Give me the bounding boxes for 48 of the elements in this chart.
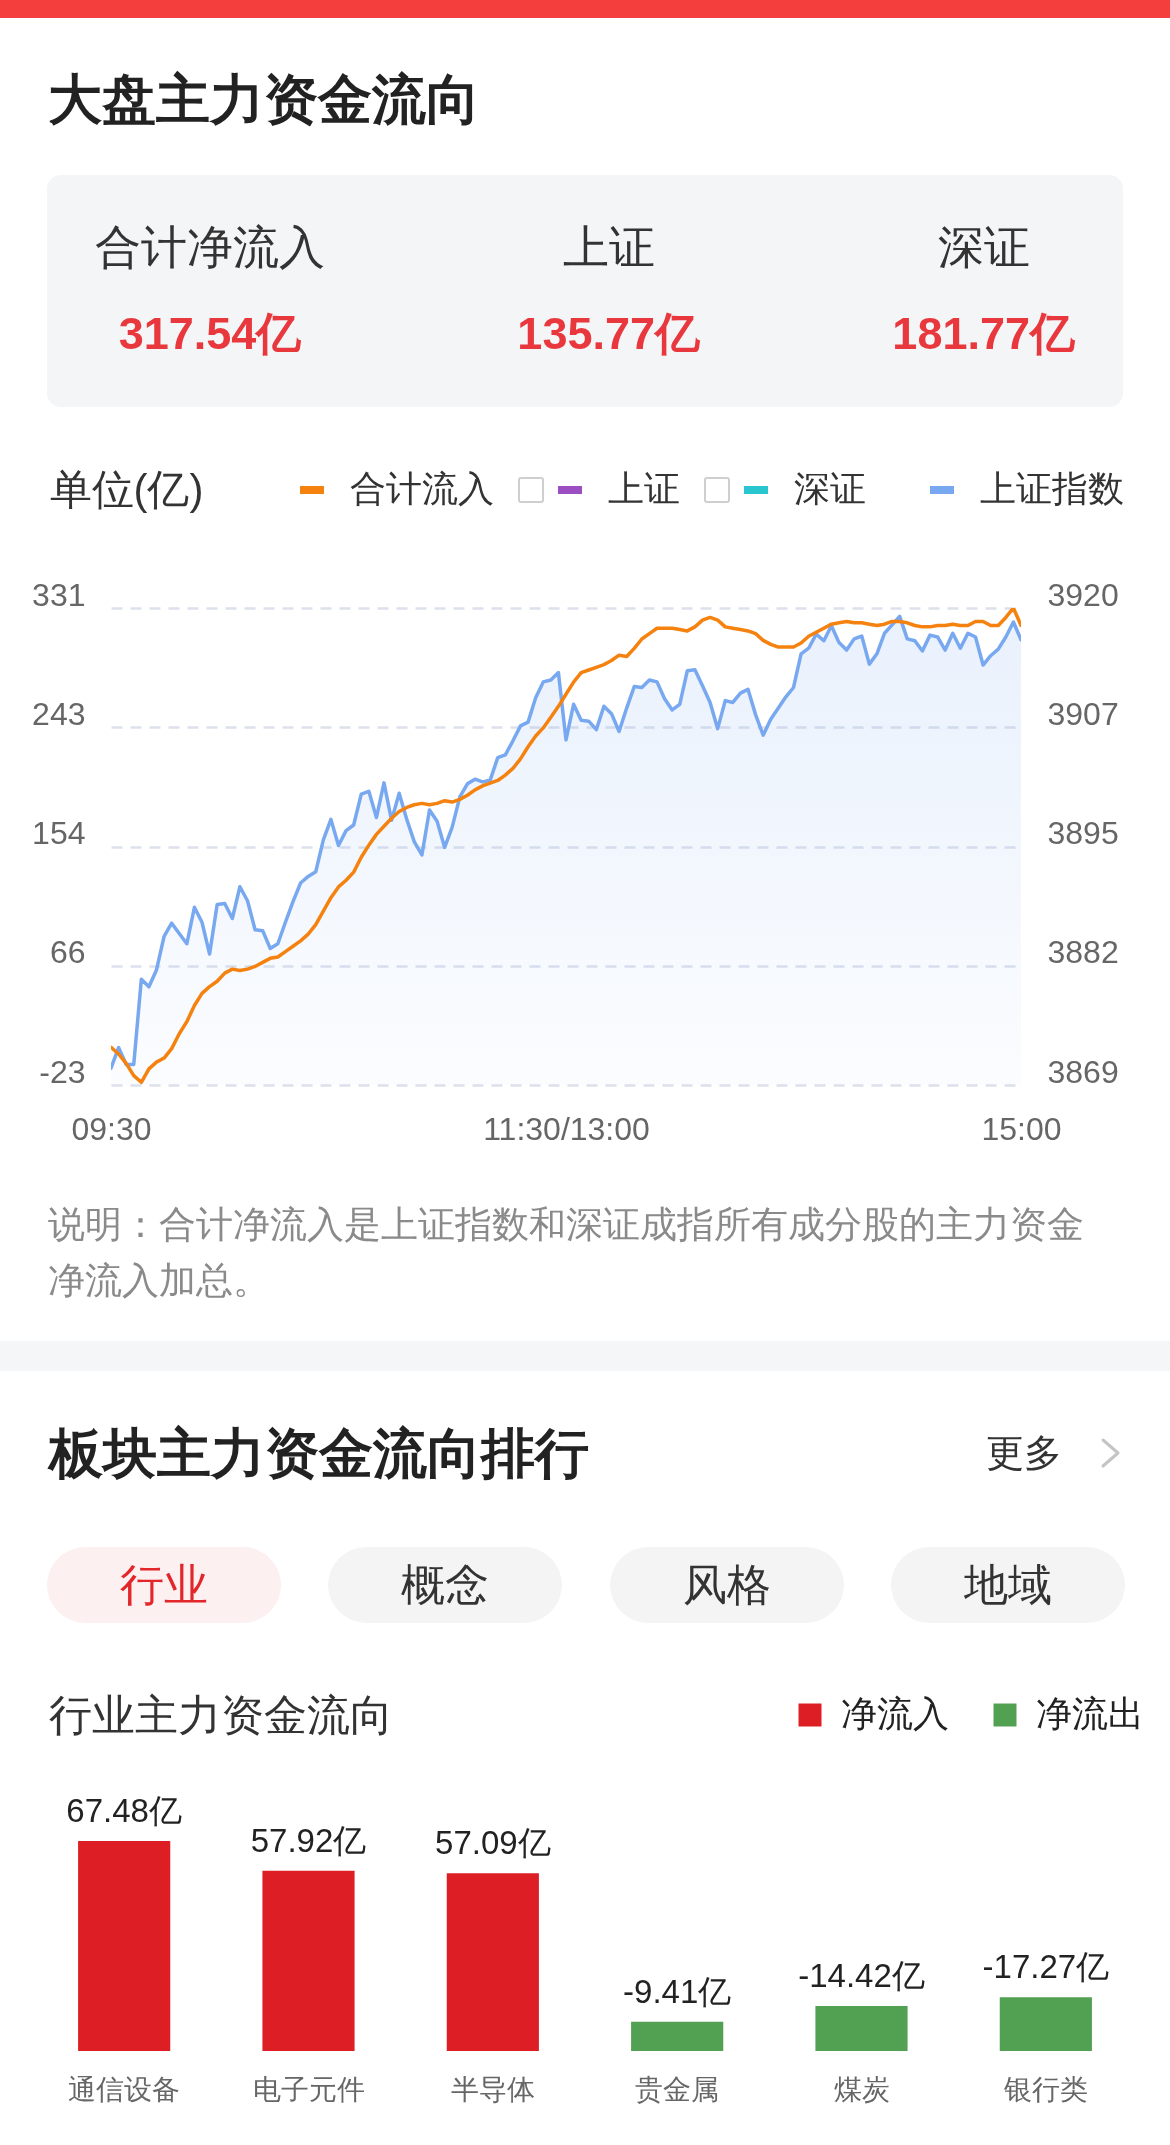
y-axis-title: 单位(亿) xyxy=(49,465,204,513)
bar xyxy=(446,1873,539,2051)
y2-tick-label: 3895 xyxy=(1047,815,1119,851)
bar xyxy=(78,1841,171,2051)
y2-tick-label: 3882 xyxy=(1047,934,1119,971)
bar xyxy=(631,2021,724,2051)
annotation: -14.42亿 xyxy=(798,1957,925,1995)
y2-tick-label: 3907 xyxy=(1047,695,1119,732)
x-tick-label: 银行类 xyxy=(1002,2073,1088,2105)
y2-tick-label: 3920 xyxy=(1047,576,1119,613)
annotation: -17.27亿 xyxy=(982,1948,1110,1986)
summary-panel: 合计净流入 317.54亿 上证 135.77亿 深证 181.77亿 xyxy=(47,175,1123,407)
y-tick-label: 331 xyxy=(32,576,86,613)
data-label: 57.09亿 xyxy=(435,1824,551,1862)
legend-label: 深证 xyxy=(794,468,866,509)
bar xyxy=(999,1997,1092,2051)
data-label: 67.48亿 xyxy=(66,1792,182,1829)
y-tick-label: -23 xyxy=(39,1053,86,1090)
legend-label: 上证指数 xyxy=(980,468,1124,509)
tab: 概念 xyxy=(328,1547,563,1623)
data-label: 57.92亿 xyxy=(250,1821,367,1859)
legend-label: 合计流入 xyxy=(350,468,494,509)
x-tick-label: 09:30 xyxy=(71,1110,152,1147)
x-tick-label: 半导体 xyxy=(450,2073,535,2105)
legend-label: 上证 xyxy=(608,468,680,509)
y-tick-label: 243 xyxy=(32,695,86,732)
tab: 行业 xyxy=(47,1547,281,1623)
bar xyxy=(815,2006,908,2051)
chart-title: 行业主力资金流向 xyxy=(49,1690,393,1740)
text: 更多 xyxy=(986,1431,1062,1475)
y-tick-label: 66 xyxy=(49,934,86,971)
tab: 地域 xyxy=(890,1547,1125,1623)
y-tick-label: 154 xyxy=(32,815,86,851)
x-tick-label: 电子元件 xyxy=(252,2073,365,2105)
x-tick-label: 15:00 xyxy=(981,1110,1062,1147)
x-tick-label: 煤炭 xyxy=(833,2073,890,2105)
bar xyxy=(262,1870,355,2051)
x-tick-label: 通信设备 xyxy=(68,2073,181,2105)
x-tick-label: 11:30/13:00 xyxy=(483,1110,650,1147)
x-tick-label: 贵金属 xyxy=(635,2073,720,2105)
text: 大盘主力资金流向 xyxy=(48,69,480,129)
text: 板块主力资金流向排行 xyxy=(49,1423,589,1483)
y2-tick-label: 3869 xyxy=(1047,1053,1119,1090)
legend-label: 净流入 xyxy=(841,1693,949,1734)
text: 说明：合计净流入是上证指数和深证成指所有成分股的主力资金净流入加总。 xyxy=(48,1203,1085,1303)
legend-label: 净流出 xyxy=(1036,1693,1144,1734)
annotation: -9.41亿 xyxy=(623,1972,732,2010)
tab: 风格 xyxy=(609,1547,844,1623)
